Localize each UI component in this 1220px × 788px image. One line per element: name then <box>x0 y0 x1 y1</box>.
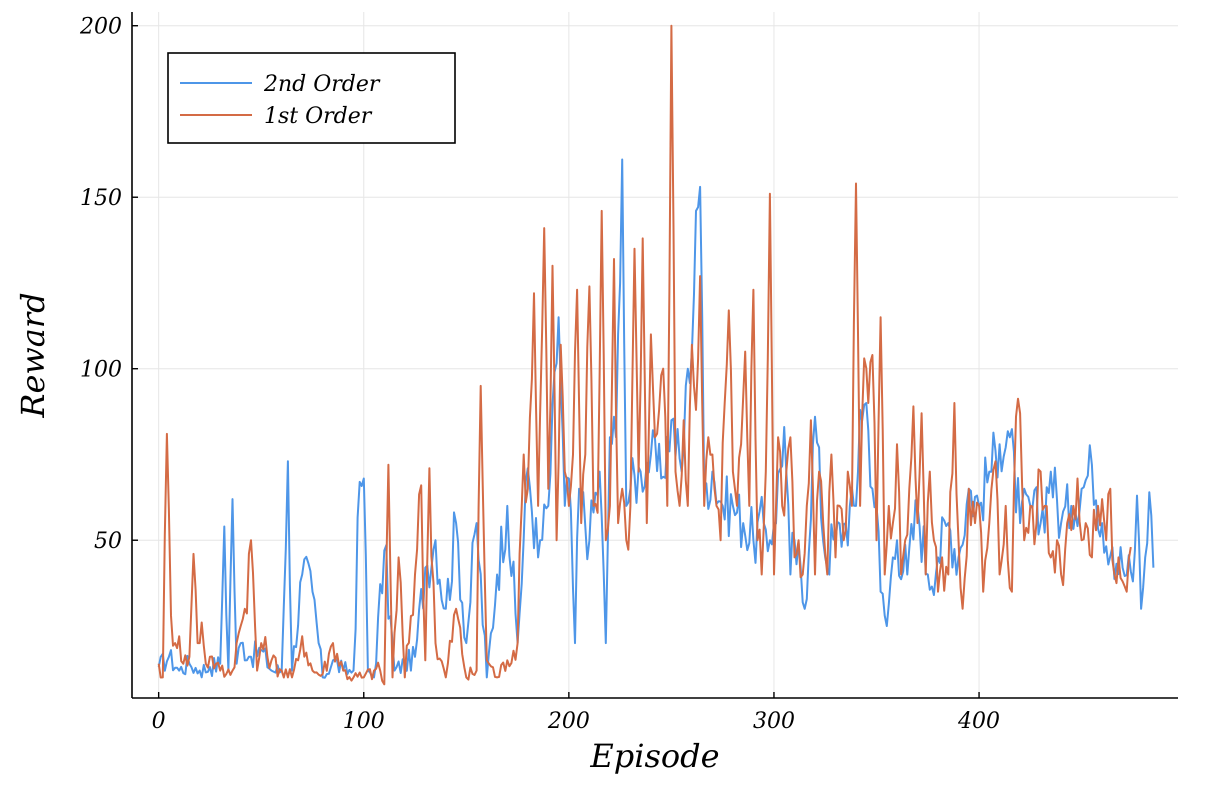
x-tick-label: 0 <box>152 709 166 734</box>
legend-box <box>167 52 456 144</box>
x-tick-label: 400 <box>957 709 1000 734</box>
y-tick-label: 200 <box>79 15 122 40</box>
y-axis-title: Reward <box>14 292 52 418</box>
y-tick-label: 150 <box>80 186 122 211</box>
legend-label-1st-order: 1st Order <box>264 104 373 129</box>
legend-label-2nd-order: 2nd Order <box>263 72 381 97</box>
x-tick-label: 100 <box>343 709 385 734</box>
x-axis-title: Episode <box>589 737 719 775</box>
x-tick-label: 200 <box>547 709 590 734</box>
series-group <box>157 24 1155 686</box>
y-tick-label: 50 <box>94 529 122 554</box>
ticks: 0 100 200 300 400 50 100 150 200 <box>79 15 1000 734</box>
x-tick-label: 300 <box>753 709 795 734</box>
y-tick-label: 100 <box>80 358 122 383</box>
series-line-2nd-order <box>157 158 1155 679</box>
series-line-1st-order <box>157 24 1132 686</box>
axes <box>131 12 1178 699</box>
legend: 2nd Order 1st Order <box>167 52 456 144</box>
